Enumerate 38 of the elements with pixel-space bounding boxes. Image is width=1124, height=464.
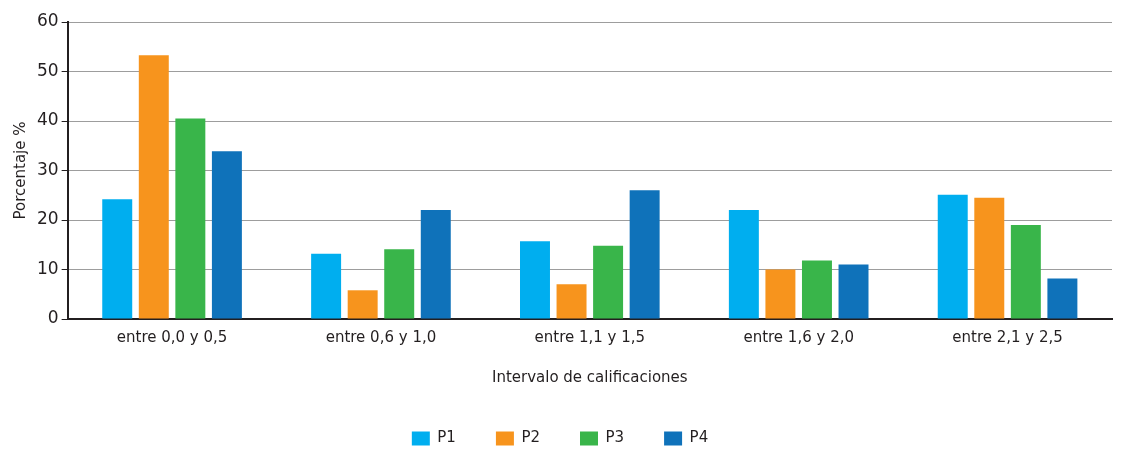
- bar: [520, 241, 550, 319]
- bar: [347, 290, 378, 319]
- x-tick-label: entre 0,0 y 0,5: [116, 327, 228, 346]
- bar: [728, 210, 759, 319]
- y-tick-label: 30: [36, 158, 59, 179]
- y-tick-label: 0: [47, 307, 59, 328]
- y-axis-title: Porcentaje %: [10, 121, 29, 220]
- x-tick-label: entre 1,6 y 2,0: [743, 327, 854, 346]
- bar: [384, 249, 415, 319]
- bar: [175, 118, 206, 319]
- bar: [593, 245, 624, 319]
- bar: [838, 264, 869, 319]
- bar: [974, 197, 1005, 319]
- legend-label: P1: [437, 428, 456, 447]
- bar: [311, 253, 342, 319]
- bar: [1047, 278, 1078, 319]
- x-tick-label: entre 2,1 y 2,5: [952, 327, 1063, 346]
- y-tick-label: 50: [36, 59, 59, 80]
- y-tick-label: 40: [36, 109, 59, 130]
- bar: [420, 210, 451, 319]
- bar: [102, 199, 133, 319]
- bar: [138, 55, 169, 319]
- y-tick-label: 20: [36, 208, 59, 229]
- bar: [629, 190, 660, 319]
- bar: [211, 151, 242, 319]
- x-tick-label: entre 1,1 y 1,5: [534, 327, 646, 346]
- bar: [765, 269, 796, 319]
- legend-label: P3: [605, 428, 625, 447]
- legend-label: P2: [521, 428, 540, 447]
- y-tick-label: 60: [36, 10, 59, 31]
- bar: [556, 284, 587, 319]
- x-axis-title: Intervalo de calificaciones: [491, 367, 688, 386]
- bar: [937, 194, 968, 319]
- y-tick-label: 10: [36, 257, 59, 278]
- x-tick-label: entre 0,6 y 1,0: [325, 327, 437, 346]
- bar: [1010, 224, 1041, 319]
- bar: [801, 260, 832, 319]
- legend-label: P4: [689, 428, 709, 447]
